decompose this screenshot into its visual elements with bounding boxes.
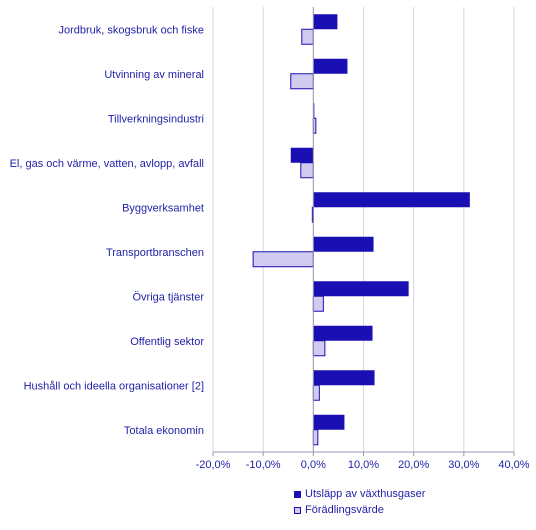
bar-emissions — [290, 147, 314, 163]
x-tick-label: 10,0% — [348, 459, 379, 471]
bar-emissions — [313, 370, 375, 386]
legend-label-emissions: Utsläpp av växthusgaser — [305, 488, 426, 500]
legend-item-value-added: Förädlingsvärde — [294, 502, 425, 518]
bars — [252, 14, 470, 446]
x-tick-label: 40,0% — [498, 459, 529, 471]
category-label: Hushåll och ideella organisationer [2] — [24, 380, 204, 392]
bar-value-added — [312, 429, 319, 446]
axis: -20,0% -10,0% 0,0% 10,0% 20,0% 30,0% 40,0% — [196, 7, 530, 471]
bar-value-added — [300, 162, 314, 179]
bar-value-added — [312, 295, 324, 312]
bar-value-added — [301, 28, 314, 45]
bar-emissions — [313, 325, 373, 341]
bar-value-added — [252, 251, 314, 268]
bar-emissions — [313, 281, 409, 297]
legend-swatch-emissions — [294, 490, 301, 498]
x-tick-label: 30,0% — [448, 459, 479, 471]
category-label: Jordbruk, skogsbruk och fiske — [58, 24, 204, 36]
legend: Utsläpp av växthusgaser Förädlingsvärde — [294, 486, 425, 518]
bar-emissions — [313, 192, 470, 208]
category-labels: Jordbruk, skogsbruk och fiske Utvinning a… — [10, 24, 205, 437]
legend-swatch-value-added — [294, 506, 301, 514]
category-label: Tillverkningsindustri — [108, 113, 204, 125]
bar-value-added — [312, 384, 320, 401]
legend-item-emissions: Utsläpp av växthusgaser — [294, 486, 425, 502]
bar-emissions — [313, 14, 338, 30]
category-label: Övriga tjänster — [132, 291, 204, 303]
bar-value-added — [312, 340, 326, 357]
legend-label-value-added: Förädlingsvärde — [305, 504, 384, 516]
x-tick-label: 20,0% — [398, 459, 429, 471]
x-tick-label: -10,0% — [246, 459, 281, 471]
category-label: Byggverksamhet — [122, 202, 204, 214]
category-label: Totala ekonomin — [124, 425, 204, 437]
bar-value-added — [290, 73, 314, 90]
x-tick-label: -20,0% — [196, 459, 231, 471]
category-label: Utvinning av mineral — [104, 69, 204, 81]
bar-emissions — [313, 236, 374, 252]
category-label: Offentlig sektor — [130, 336, 204, 348]
x-tick-label: 0,0% — [301, 459, 326, 471]
category-label: Transportbranschen — [106, 247, 204, 259]
bar-emissions — [313, 414, 345, 430]
bar-emissions — [313, 103, 315, 119]
bar-emissions — [313, 58, 348, 74]
category-label: El, gas och värme, vatten, avlopp, avfal… — [10, 158, 204, 170]
